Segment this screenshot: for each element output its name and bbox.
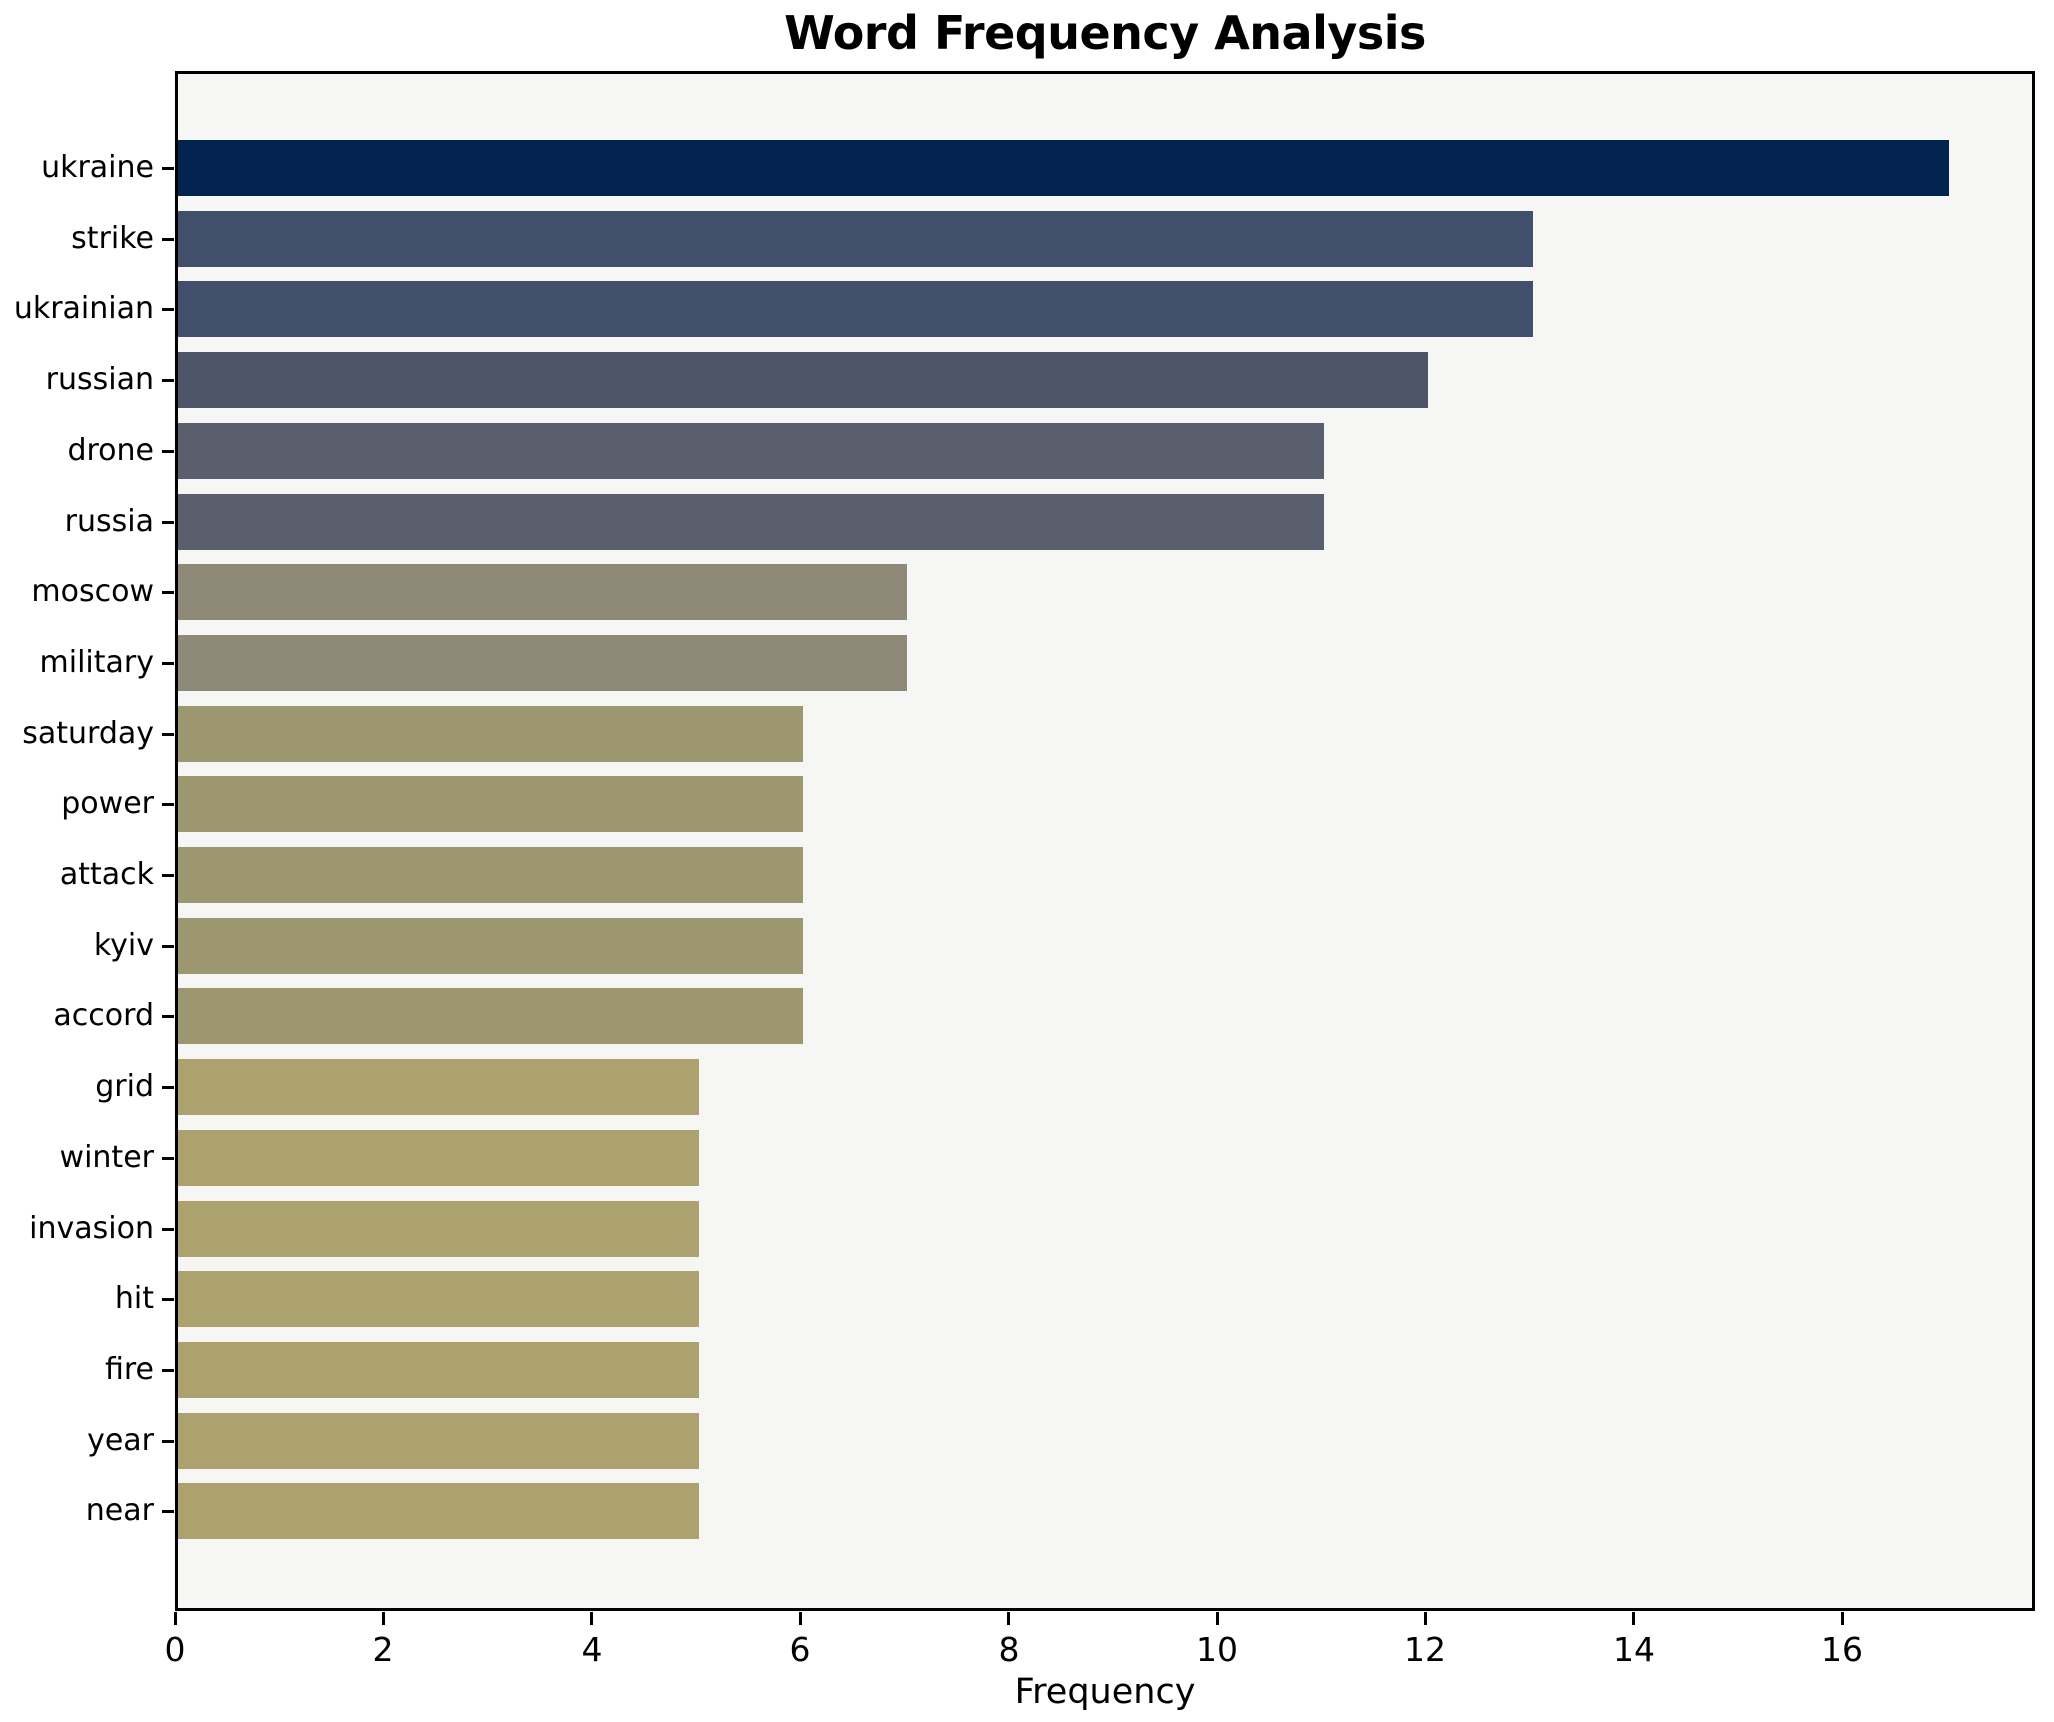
bar-drone: [178, 423, 1324, 479]
x-axis-label: Frequency: [1014, 1672, 1196, 1712]
y-tick-mark: [162, 308, 174, 311]
x-tick-label-8: 8: [998, 1630, 1020, 1669]
y-tick-mark: [162, 1228, 174, 1231]
bar-kyiv: [178, 918, 803, 974]
y-tick-label-saturday: saturday: [22, 716, 154, 751]
bar-fire: [178, 1342, 699, 1398]
bar-russian: [178, 352, 1428, 408]
x-tick-mark: [382, 1612, 385, 1625]
y-tick-label-near: near: [85, 1493, 154, 1528]
y-tick-label-invasion: invasion: [29, 1211, 154, 1246]
y-tick-label-hit: hit: [114, 1281, 154, 1316]
y-tick-label-russia: russia: [64, 504, 154, 539]
x-tick-label-4: 4: [581, 1630, 603, 1669]
y-tick-mark: [162, 1086, 174, 1089]
y-tick-mark: [162, 945, 174, 948]
y-tick-label-winter: winter: [59, 1140, 154, 1175]
y-tick-label-strike: strike: [71, 221, 154, 256]
x-tick-label-10: 10: [1196, 1630, 1238, 1669]
x-tick-label-14: 14: [1613, 1630, 1655, 1669]
x-tick-mark: [1424, 1612, 1427, 1625]
bar-ukraine: [178, 140, 1949, 196]
y-tick-mark: [162, 1369, 174, 1372]
y-tick-mark: [162, 803, 174, 806]
y-tick-mark: [162, 379, 174, 382]
x-tick-mark: [1007, 1612, 1010, 1625]
bar-grid: [178, 1059, 699, 1115]
y-tick-label-russian: russian: [45, 362, 154, 397]
y-tick-label-drone: drone: [67, 433, 154, 468]
y-tick-mark: [162, 591, 174, 594]
y-tick-mark: [162, 450, 174, 453]
y-tick-mark: [162, 1298, 174, 1301]
bar-strike: [178, 211, 1533, 267]
y-tick-label-ukraine: ukraine: [41, 150, 154, 185]
x-tick-mark: [1632, 1612, 1635, 1625]
x-tick-label-12: 12: [1404, 1630, 1446, 1669]
x-tick-label-16: 16: [1821, 1630, 1863, 1669]
x-tick-mark: [1216, 1612, 1219, 1625]
chart-title: Word Frequency Analysis: [784, 6, 1426, 60]
bar-hit: [178, 1271, 699, 1327]
bar-power: [178, 776, 803, 832]
y-tick-label-attack: attack: [59, 857, 154, 892]
y-tick-label-ukrainian: ukrainian: [13, 291, 154, 326]
bar-attack: [178, 847, 803, 903]
y-tick-mark: [162, 1440, 174, 1443]
x-tick-label-0: 0: [164, 1630, 186, 1669]
y-tick-label-fire: fire: [104, 1352, 154, 1387]
x-tick-label-6: 6: [789, 1630, 811, 1669]
x-tick-label-2: 2: [372, 1630, 394, 1669]
bar-moscow: [178, 564, 907, 620]
bar-near: [178, 1483, 699, 1539]
x-tick-mark: [590, 1612, 593, 1625]
y-tick-label-military: military: [39, 645, 154, 680]
y-tick-mark: [162, 1015, 174, 1018]
y-tick-label-accord: accord: [53, 998, 154, 1033]
y-tick-label-power: power: [61, 786, 154, 821]
y-tick-mark: [162, 521, 174, 524]
y-tick-label-year: year: [87, 1423, 154, 1458]
y-tick-label-kyiv: kyiv: [93, 928, 154, 963]
y-tick-mark: [162, 662, 174, 665]
bar-winter: [178, 1130, 699, 1186]
bar-ukrainian: [178, 281, 1533, 337]
y-tick-mark: [162, 733, 174, 736]
y-tick-mark: [162, 238, 174, 241]
y-tick-label-moscow: moscow: [31, 574, 154, 609]
plot-area: [175, 71, 2035, 1611]
y-tick-mark: [162, 874, 174, 877]
x-tick-mark: [174, 1612, 177, 1625]
x-tick-mark: [799, 1612, 802, 1625]
x-tick-mark: [1841, 1612, 1844, 1625]
y-tick-label-grid: grid: [95, 1069, 154, 1104]
y-tick-mark: [162, 1157, 174, 1160]
bar-accord: [178, 988, 803, 1044]
bar-saturday: [178, 706, 803, 762]
bar-year: [178, 1413, 699, 1469]
y-tick-mark: [162, 1510, 174, 1513]
bar-russia: [178, 494, 1324, 550]
bar-military: [178, 635, 907, 691]
bar-invasion: [178, 1201, 699, 1257]
y-tick-mark: [162, 167, 174, 170]
